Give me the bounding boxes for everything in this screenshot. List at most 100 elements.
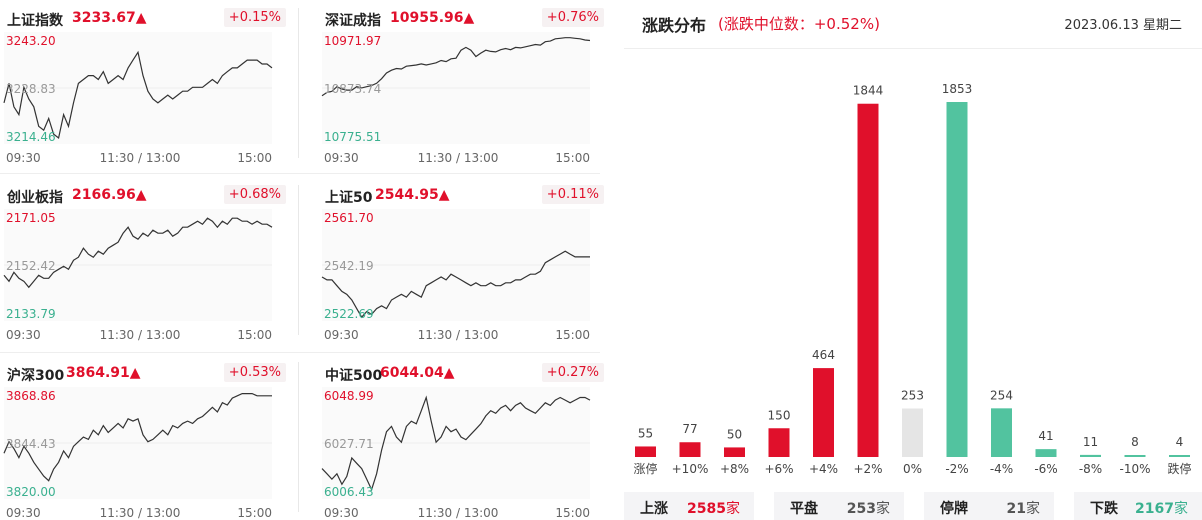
dist-bar — [768, 428, 790, 457]
y-label-mid: 10873.74 — [324, 82, 381, 96]
index-card-cyb[interactable]: 创业板指 2166.96▲ +0.68% 2171.05 2152.42 2133.… — [0, 177, 290, 349]
summary-bar: 上涨 2585家 平盘 253家 停牌 21家 下跌 2167家 — [624, 492, 1202, 520]
dist-bar-value: 253 — [901, 389, 924, 403]
price-line — [3, 393, 272, 482]
y-label-mid: 2542.19 — [324, 259, 374, 273]
summary-up: 上涨 2585家 — [624, 492, 754, 520]
dist-bar-value: 254 — [990, 388, 1013, 402]
dist-bar-category: +10% — [672, 462, 709, 476]
dist-bar — [991, 408, 1012, 457]
dist-bar-value: 1853 — [942, 82, 973, 96]
index-change-badge: +0.68% — [223, 185, 286, 204]
row-divider — [0, 173, 600, 174]
column-divider — [298, 362, 299, 512]
dist-bar-category: -8% — [1079, 462, 1102, 476]
summary-unit: 家 — [1026, 501, 1040, 517]
x-label-start: 09:30 — [6, 151, 41, 165]
dist-bar-value: 4 — [1176, 435, 1184, 449]
index-price: 2166.96▲ — [72, 187, 147, 203]
dist-bar-category: -2% — [945, 462, 968, 476]
x-label-mid: 11:30 / 13:00 — [418, 506, 499, 520]
y-label-mid: 3844.43 — [6, 437, 56, 451]
y-label-low: 10775.51 — [324, 130, 381, 144]
x-label-start: 09:30 — [324, 151, 359, 165]
y-label-low: 6006.43 — [324, 485, 374, 499]
trade-date: 2023.06.13 星期二 — [1064, 18, 1182, 33]
summary-label: 停牌 — [940, 501, 968, 517]
summary-unit: 家 — [726, 501, 740, 517]
summary-value: 2585家 — [687, 498, 740, 518]
y-label-high: 3243.20 — [6, 34, 56, 48]
dist-bar-category: -10% — [1119, 462, 1150, 476]
dist-bar-category: 涨停 — [633, 461, 657, 476]
y-label-high: 2171.05 — [6, 211, 56, 225]
x-label-end: 15:00 — [237, 506, 272, 520]
price-line — [3, 50, 273, 140]
y-label-mid: 2152.42 — [6, 259, 56, 273]
dist-bar — [679, 442, 701, 457]
dist-bar-value: 464 — [812, 348, 835, 362]
x-label-mid: 11:30 / 13:00 — [418, 151, 499, 165]
index-change-badge: +0.11% — [541, 185, 604, 204]
y-label-low: 2133.79 — [6, 307, 56, 321]
index-price: 10955.96▲ — [390, 10, 475, 26]
distribution-panel: 涨跌分布 (涨跌中位数：+0.52%) 2023.06.13 星期二 55 涨停 7… — [624, 0, 1202, 520]
dist-bar-category: 0% — [903, 462, 922, 476]
y-label-low: 2522.69 — [324, 307, 374, 321]
dist-bar — [813, 368, 834, 457]
y-label-high: 10971.97 — [324, 34, 381, 48]
summary-label: 下跌 — [1090, 501, 1118, 517]
summary-value: 253家 — [847, 498, 890, 518]
index-sparkline: 3243.20 3228.83 3214.46 09:30 11:30 / 13:00 1… — [3, 32, 273, 165]
index-name: 深证成指 — [325, 13, 381, 29]
dist-bar — [1080, 454, 1101, 457]
x-label-start: 09:30 — [6, 506, 41, 520]
x-label-mid: 11:30 / 13:00 — [100, 506, 181, 520]
summary-label: 上涨 — [640, 501, 668, 517]
index-sparkline: 2171.05 2152.42 2133.79 09:30 11:30 / 13:00 1… — [3, 209, 273, 342]
dist-bar-category: -4% — [990, 462, 1013, 476]
index-name: 创业板指 — [7, 190, 63, 206]
x-label-end: 15:00 — [555, 506, 590, 520]
y-label-high: 3868.86 — [6, 389, 56, 403]
summary-unit: 家 — [876, 501, 890, 517]
x-label-mid: 11:30 / 13:00 — [100, 328, 181, 342]
x-label-start: 09:30 — [324, 506, 359, 520]
x-label-end: 15:00 — [555, 328, 590, 342]
index-card-zz500[interactable]: 中证500 6044.04▲ +0.27% 6048.99 6027.71 6006… — [318, 355, 608, 520]
dist-bar-value: 77 — [682, 422, 697, 436]
x-label-start: 09:30 — [6, 328, 41, 342]
dist-bar — [1124, 455, 1146, 457]
header-divider — [624, 48, 1202, 49]
x-label-mid: 11:30 / 13:00 — [100, 151, 181, 165]
distribution-bar-chart: 55 涨停 77 +10% 50 +8% 150 +6% 464 +4% 1844 +2% 253 0% 1… — [633, 82, 1191, 476]
summary-unit: 家 — [1174, 501, 1188, 517]
summary-down: 下跌 2167家 — [1074, 492, 1202, 520]
index-sparkline: 10971.97 10873.74 10775.51 09:30 11:30 / 13:… — [321, 32, 591, 165]
index-price: 6044.04▲ — [380, 365, 455, 381]
index-card-sz[interactable]: 深证成指 10955.96▲ +0.76% 10971.97 10873.74 10… — [318, 0, 608, 172]
dist-bar-value: 41 — [1038, 429, 1053, 443]
dist-bar-value: 11 — [1083, 435, 1098, 449]
x-label-end: 15:00 — [555, 151, 590, 165]
dist-bar — [857, 103, 879, 457]
median-change: (涨跌中位数：+0.52%) — [718, 15, 880, 33]
dist-bar-category: 跌停 — [1167, 461, 1191, 476]
dist-bar-value: 150 — [768, 408, 791, 422]
dist-bar — [1169, 455, 1190, 457]
dist-bar-category: +6% — [764, 462, 793, 476]
summary-count: 2585 — [687, 501, 726, 517]
y-label-mid: 3228.83 — [6, 82, 56, 96]
column-divider — [298, 8, 299, 158]
price-line — [321, 395, 591, 492]
dist-bar — [902, 408, 923, 457]
index-sparkline: 3868.86 3844.43 3820.00 09:30 11:30 / 13:00 1… — [3, 387, 272, 520]
dist-bar-value: 1844 — [853, 84, 884, 98]
index-card-sz50[interactable]: 上证50 2544.95▲ +0.11% 2561.70 2542.19 2522.… — [318, 177, 608, 349]
summary-suspended: 停牌 21家 — [924, 492, 1054, 520]
index-price: 3864.91▲ — [66, 365, 141, 381]
summary-count: 21 — [1006, 501, 1026, 517]
index-card-hs300[interactable]: 沪深300 3864.91▲ +0.53% 3868.86 3844.43 3820… — [0, 355, 290, 520]
index-card-sh[interactable]: 上证指数 3233.67▲ +0.15% 3243.20 3228.83 3214.… — [0, 0, 290, 172]
index-name: 沪深300 — [7, 368, 65, 384]
